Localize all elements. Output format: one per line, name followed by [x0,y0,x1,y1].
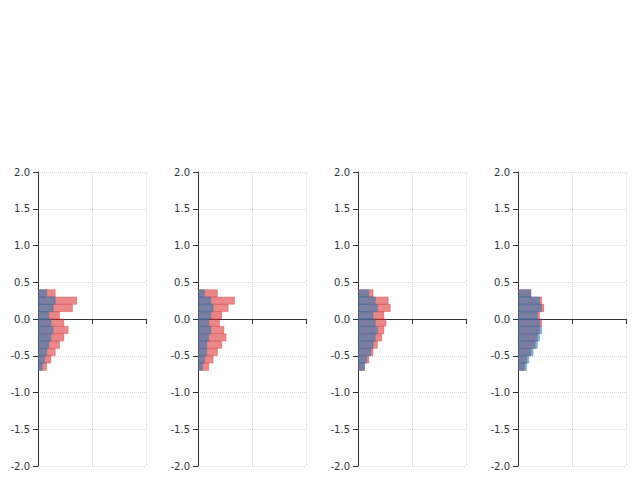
svg-text:-1.5: -1.5 [170,424,190,435]
svg-text:1.5: 1.5 [494,203,510,214]
svg-text:1.0: 1.0 [334,240,350,251]
svg-text:-1.0: -1.0 [330,387,350,398]
svg-text:0.0: 0.0 [174,314,190,325]
svg-text:-0.5: -0.5 [10,350,30,361]
svg-text:-2.0: -2.0 [330,461,350,472]
svg-text:-2.0: -2.0 [490,461,510,472]
svg-text:1.5: 1.5 [14,203,30,214]
svg-text:-2.0: -2.0 [170,461,190,472]
svg-text:0.5: 0.5 [174,277,190,288]
svg-text:-0.5: -0.5 [170,350,190,361]
svg-text:0.0: 0.0 [14,314,30,325]
svg-text:1.0: 1.0 [14,240,30,251]
svg-text:0.5: 0.5 [14,277,30,288]
svg-text:2.0: 2.0 [174,167,190,178]
svg-text:2.0: 2.0 [14,167,30,178]
svg-text:-0.5: -0.5 [490,350,510,361]
svg-text:-1.5: -1.5 [490,424,510,435]
svg-text:1.0: 1.0 [174,240,190,251]
svg-text:0.0: 0.0 [494,314,510,325]
svg-text:-1.5: -1.5 [10,424,30,435]
svg-text:-2.0: -2.0 [10,461,30,472]
svg-text:1.5: 1.5 [334,203,350,214]
svg-text:0.5: 0.5 [334,277,350,288]
svg-text:1.5: 1.5 [174,203,190,214]
svg-text:1.0: 1.0 [494,240,510,251]
svg-text:2.0: 2.0 [494,167,510,178]
svg-text:-0.5: -0.5 [330,350,350,361]
svg-text:0.5: 0.5 [494,277,510,288]
svg-text:2.0: 2.0 [334,167,350,178]
svg-text:0.0: 0.0 [334,314,350,325]
svg-text:-1.0: -1.0 [10,387,30,398]
svg-text:-1.5: -1.5 [330,424,350,435]
svg-text:-1.0: -1.0 [490,387,510,398]
svg-text:-1.0: -1.0 [170,387,190,398]
